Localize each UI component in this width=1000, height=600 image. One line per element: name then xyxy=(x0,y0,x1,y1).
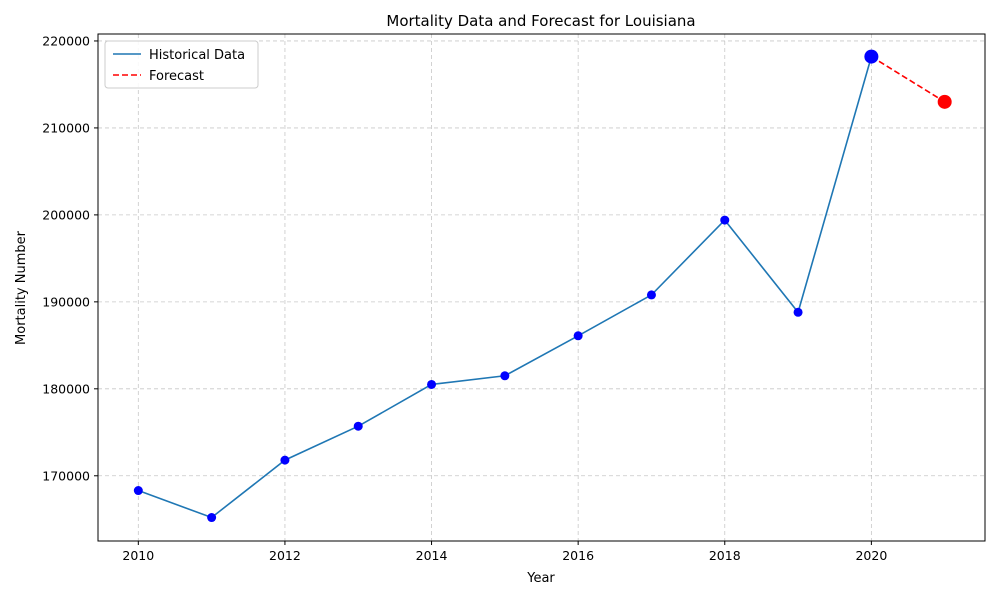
x-axis-label: Year xyxy=(526,571,555,586)
x-tick-label: 2014 xyxy=(416,548,448,563)
chart-title: Mortality Data and Forecast for Louisian… xyxy=(386,12,695,30)
x-tick-label: 2020 xyxy=(855,548,887,563)
data-point xyxy=(646,290,656,300)
y-tick-label: 180000 xyxy=(42,381,90,396)
data-point xyxy=(353,421,363,431)
data-point xyxy=(427,379,437,389)
x-tick-label: 2012 xyxy=(269,548,301,563)
data-point xyxy=(500,371,510,381)
y-tick-label: 170000 xyxy=(42,468,90,483)
plot-frame xyxy=(97,33,986,542)
ticks: 2010 2012 2014 2016 2018 2020 170000 180000 1900… xyxy=(42,33,887,563)
data-point xyxy=(280,455,290,465)
data-point xyxy=(207,513,217,523)
last-observed-point xyxy=(864,49,879,64)
legend-box xyxy=(104,40,259,89)
legend-historical-label: Historical Data xyxy=(149,48,245,63)
y-tick-label: 210000 xyxy=(42,120,90,135)
data-point xyxy=(793,307,803,317)
x-tick-label: 2010 xyxy=(122,548,154,563)
y-tick-label: 200000 xyxy=(42,207,90,222)
grid xyxy=(98,34,985,541)
series-layer xyxy=(138,55,946,519)
series-line-historical xyxy=(138,56,873,519)
forecast-point xyxy=(937,94,952,109)
data-point xyxy=(133,486,143,496)
data-point xyxy=(720,215,730,225)
y-tick-label: 190000 xyxy=(42,294,90,309)
y-axis-label: Mortality Number xyxy=(14,230,29,345)
y-tick-label: 220000 xyxy=(42,33,90,48)
legend-forecast-label: Forecast xyxy=(149,69,204,84)
marker-layer xyxy=(133,49,952,523)
x-tick-label: 2018 xyxy=(709,548,741,563)
legend: Historical Data Forecast xyxy=(104,40,259,89)
x-tick-label: 2016 xyxy=(562,548,594,563)
data-point xyxy=(573,331,583,341)
series-line-forecast xyxy=(870,55,946,103)
